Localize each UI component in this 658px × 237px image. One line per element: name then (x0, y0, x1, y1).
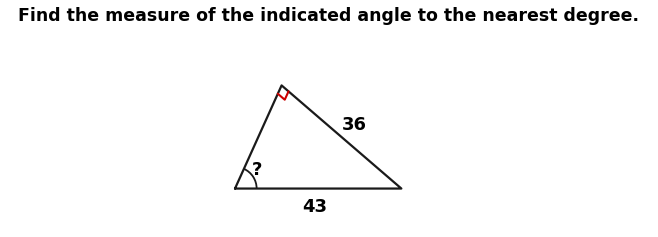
Text: 36: 36 (342, 116, 367, 134)
Text: Find the measure of the indicated angle to the nearest degree.: Find the measure of the indicated angle … (18, 7, 640, 25)
Text: ?: ? (251, 161, 262, 179)
Text: 43: 43 (303, 198, 328, 216)
